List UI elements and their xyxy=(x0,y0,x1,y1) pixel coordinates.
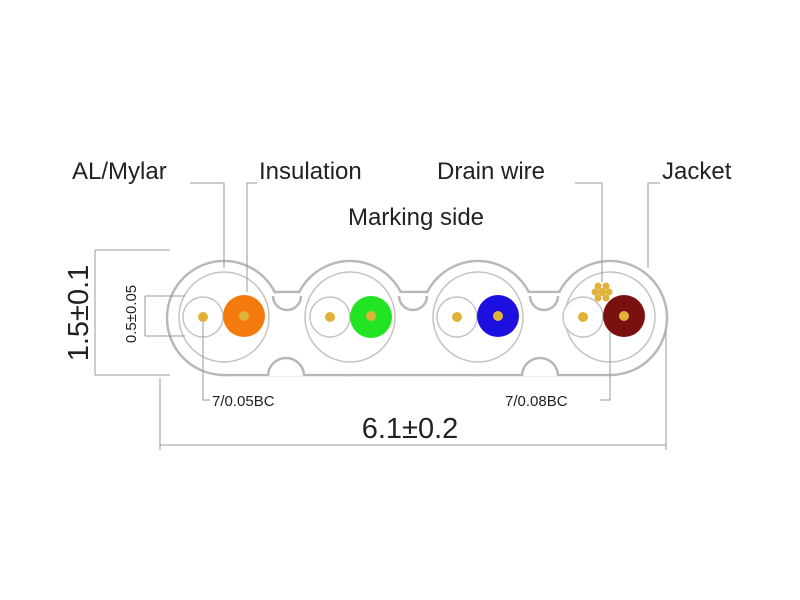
jacket-notches xyxy=(266,295,560,377)
pairs xyxy=(178,271,656,363)
drain-wire xyxy=(591,282,613,302)
dimension: 7/0.08BC xyxy=(505,393,568,410)
label: Marking side xyxy=(348,204,484,231)
label: Drain wire xyxy=(437,158,545,185)
leader-lines xyxy=(94,182,667,450)
dimension: 6.1±0.2 xyxy=(362,413,459,445)
label: Jacket xyxy=(662,158,732,185)
dimension: 1.5±0.1 xyxy=(63,265,95,362)
dimension: 0.5±0.05 xyxy=(123,285,140,343)
label: AL/Mylar xyxy=(72,158,167,185)
label: Insulation xyxy=(259,158,362,185)
dimension: 7/0.05BC xyxy=(212,393,275,410)
conductors xyxy=(198,282,629,322)
